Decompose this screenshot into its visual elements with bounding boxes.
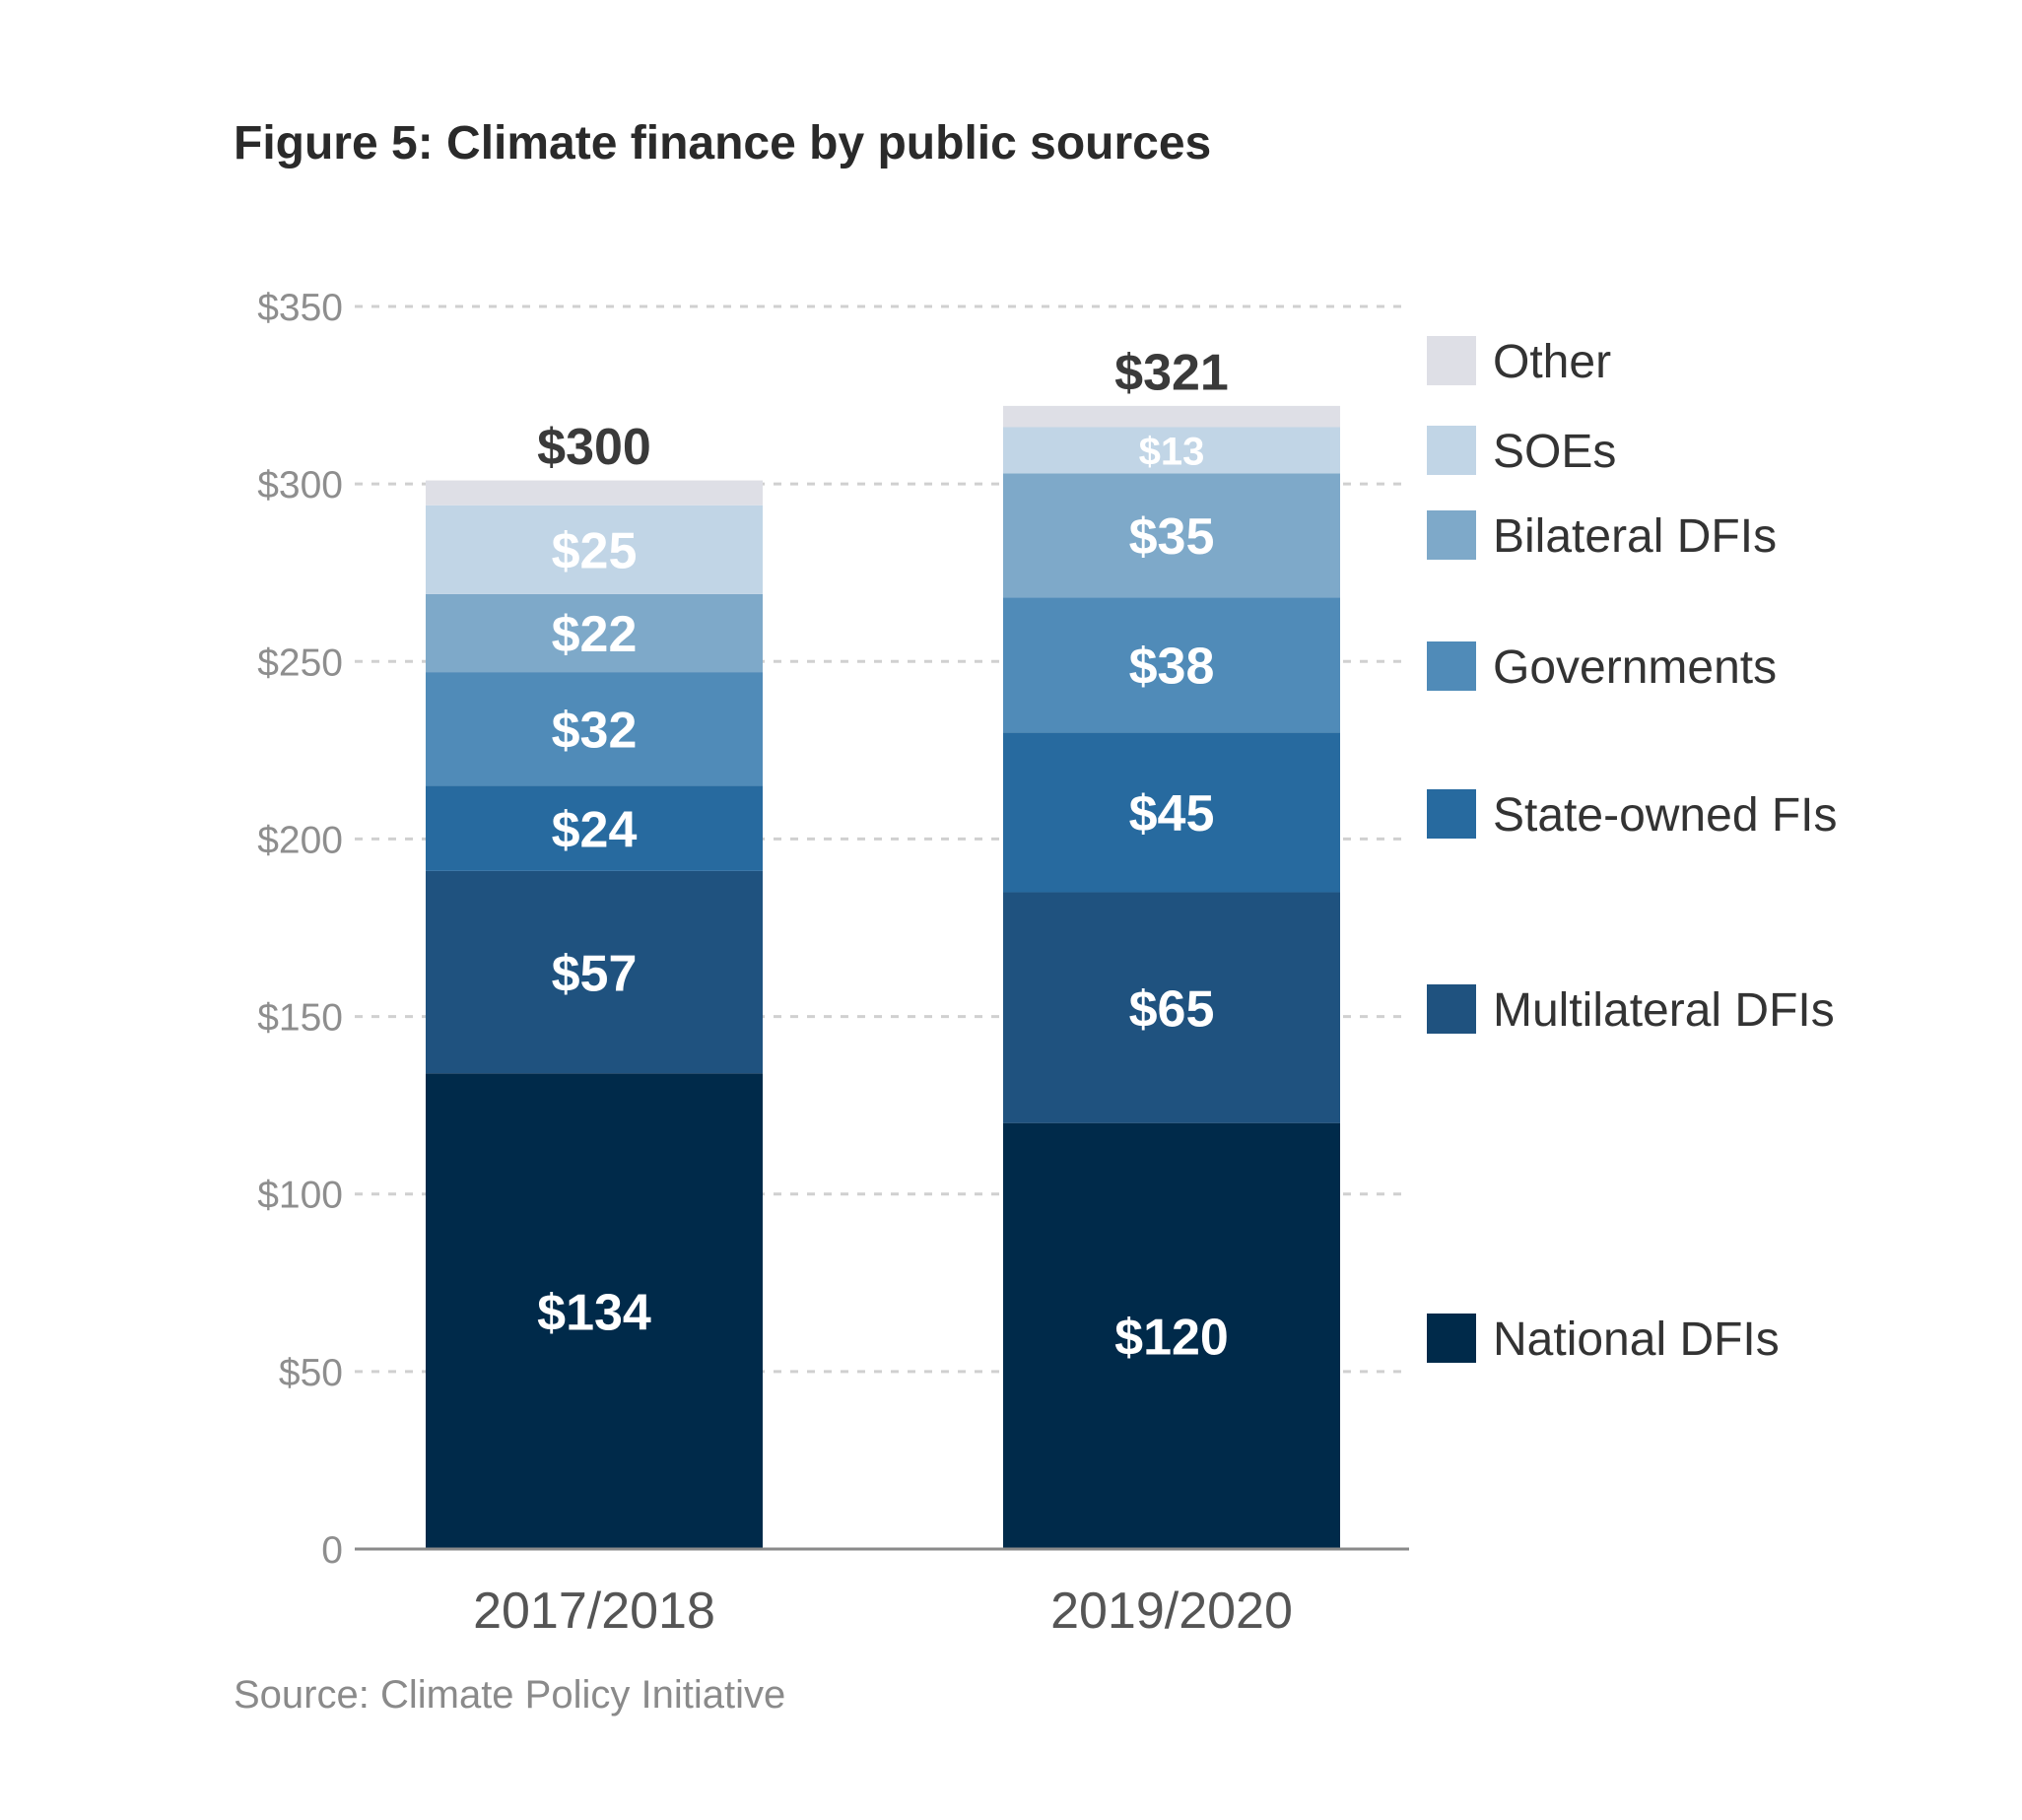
- x-axis: 2017/2018 2019/2020: [355, 1547, 1409, 1640]
- bar-segment-label: $134: [537, 1284, 651, 1341]
- bar-segment-label: $32: [552, 702, 638, 759]
- legend-label: State-owned FIs: [1493, 789, 1838, 842]
- legend-swatch: [1427, 426, 1476, 475]
- y-tick-label: $300: [257, 464, 343, 506]
- bar-segment: [426, 870, 763, 1074]
- bar-segment: [426, 672, 763, 786]
- bar-segment-label: $45: [1129, 785, 1215, 843]
- bar-segment-label: $57: [552, 945, 638, 1002]
- bars: $134 $57 $24 $32 $22 $25 $300 $120 $65 $45 $38 $35 $…: [426, 344, 1340, 1549]
- y-tick-label: $50: [279, 1352, 343, 1394]
- legend-swatch: [1427, 1314, 1476, 1363]
- bar-segment-label: $22: [552, 606, 638, 663]
- bar-segment: [1003, 597, 1340, 733]
- y-tick-label: $250: [257, 641, 343, 684]
- legend-swatch: [1427, 984, 1476, 1034]
- x-category-label: 2017/2018: [473, 1583, 715, 1640]
- y-axis-ticks: 0 $50 $100 $150 $200 $250 $300 $350: [257, 287, 343, 1572]
- legend-swatch: [1427, 641, 1476, 691]
- bar-segment-label: $13: [1139, 430, 1205, 473]
- bar-segment: [1003, 892, 1340, 1123]
- legend-label: Bilateral DFIs: [1493, 510, 1777, 563]
- bar-segment: [1003, 405, 1340, 428]
- bar-segment: [1003, 427, 1340, 474]
- legend-label: SOEs: [1493, 426, 1616, 478]
- y-tick-label: $100: [257, 1175, 343, 1217]
- bar-total-label: $300: [537, 419, 651, 476]
- bar-segment-label: $24: [552, 801, 638, 858]
- bar-segment-label: $65: [1129, 980, 1215, 1038]
- legend-label: Multilateral DFIs: [1493, 984, 1835, 1037]
- bar-segment-label: $38: [1129, 639, 1215, 696]
- bar-segment: [1003, 732, 1340, 893]
- legend-label: National DFIs: [1493, 1314, 1780, 1366]
- chart-source: Source: Climate Policy Initiative: [234, 1673, 786, 1717]
- bar-segment: [1003, 1122, 1340, 1549]
- legend-label: Other: [1493, 336, 1611, 388]
- x-category-label: 2019/2020: [1050, 1583, 1293, 1640]
- bar-segment-label: $120: [1114, 1310, 1229, 1367]
- legend-label: Governments: [1493, 641, 1777, 694]
- y-tick-label: 0: [321, 1529, 343, 1572]
- y-tick-label: $350: [257, 287, 343, 329]
- bar-segment: [426, 480, 763, 506]
- bar-segment: [426, 505, 763, 594]
- bar-total-label: $321: [1114, 344, 1229, 401]
- bar-segment: [426, 1073, 763, 1549]
- chart-title: Figure 5: Climate finance by public sour…: [234, 117, 1212, 169]
- legend-swatch: [1427, 336, 1476, 385]
- bar-segment: [426, 785, 763, 871]
- bar-segment-label: $25: [552, 523, 638, 580]
- bar-segment: [1003, 473, 1340, 598]
- legend: Other SOEs Bilateral DFIs Governments State-…: [1427, 336, 1838, 1366]
- bar-segment-label: $35: [1129, 508, 1215, 566]
- legend-swatch: [1427, 510, 1476, 560]
- y-tick-label: $200: [257, 819, 343, 861]
- legend-swatch: [1427, 789, 1476, 839]
- bar-segment: [426, 593, 763, 673]
- y-tick-label: $150: [257, 997, 343, 1040]
